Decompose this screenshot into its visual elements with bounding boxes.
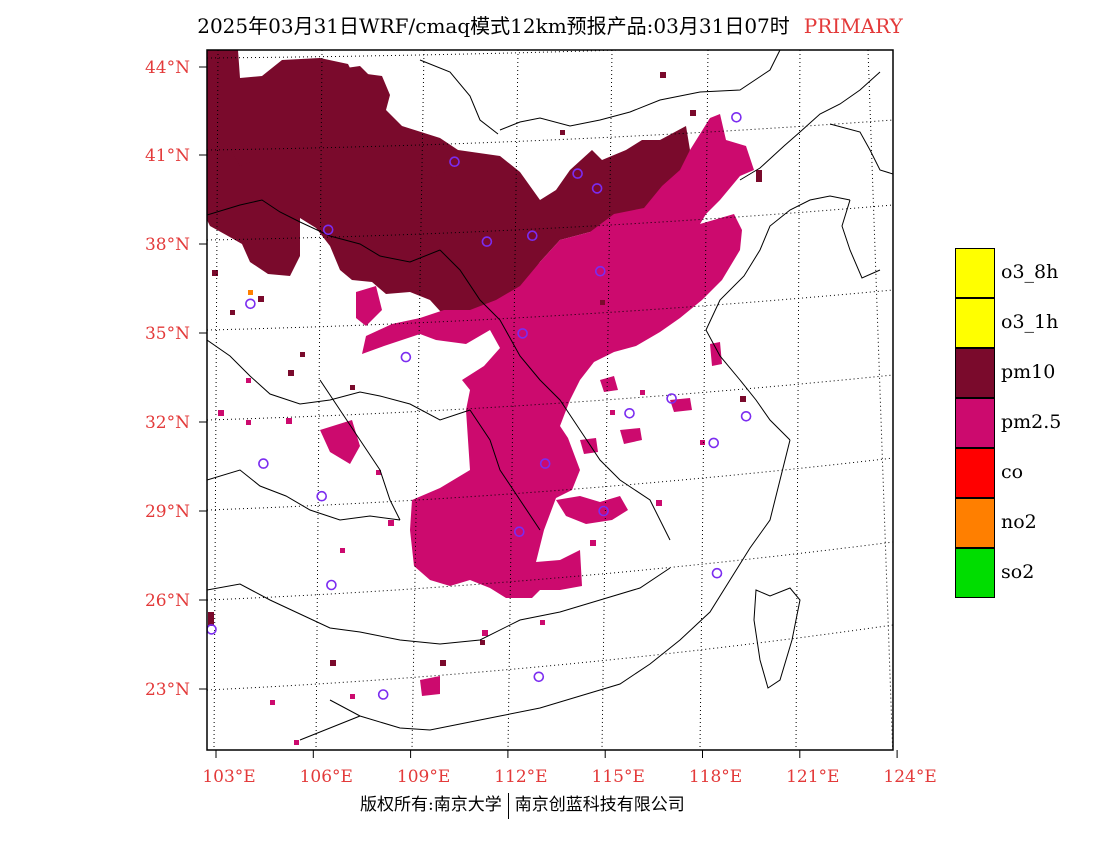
station-markers bbox=[207, 112, 752, 700]
legend-label: pm10 bbox=[1001, 361, 1056, 383]
station-marker bbox=[258, 458, 269, 469]
lat-label: 35°N bbox=[145, 324, 190, 344]
station-marker bbox=[207, 624, 217, 635]
pm25-cells bbox=[218, 290, 705, 745]
station-marker bbox=[708, 437, 720, 449]
station-marker bbox=[591, 183, 603, 194]
station-marker bbox=[322, 224, 334, 236]
legend-label: o3_1h bbox=[1001, 311, 1059, 333]
lon-label: 106°E bbox=[300, 767, 353, 787]
station-marker bbox=[666, 393, 677, 404]
station-marker bbox=[594, 265, 606, 277]
legend-swatch bbox=[955, 348, 995, 398]
station-marker bbox=[326, 579, 337, 591]
station-marker bbox=[481, 236, 493, 247]
legend-label: co bbox=[1001, 461, 1024, 483]
lat-label: 23°N bbox=[145, 680, 190, 700]
station-marker bbox=[539, 458, 551, 469]
station-marker bbox=[400, 351, 412, 363]
latitude-axis: 44°N 41°N 38°N 35°N 32°N 29°N 26°N 23°N bbox=[145, 58, 207, 700]
station-marker bbox=[740, 410, 752, 422]
title-tag: PRIMARY bbox=[803, 14, 903, 38]
graticule bbox=[207, 50, 893, 750]
copyright-text: 版权所有:南京大学 bbox=[360, 795, 502, 815]
station-marker bbox=[513, 526, 525, 538]
page-title: 2025年03月31日WRF/cmaq模式12km预报产品:03月31日07时 P… bbox=[0, 10, 1100, 39]
legend-label: so2 bbox=[1001, 561, 1035, 583]
station-marker bbox=[731, 112, 742, 123]
lon-label: 112°E bbox=[494, 767, 547, 787]
station-marker bbox=[598, 505, 609, 517]
lon-label: 121°E bbox=[786, 767, 839, 787]
station-marker bbox=[377, 689, 389, 700]
legend-swatch bbox=[955, 248, 995, 298]
title-text: 2025年03月31日WRF/cmaq模式12km预报产品:03月31日07时 bbox=[197, 14, 790, 38]
lon-label: 115°E bbox=[592, 767, 645, 787]
legend-swatch bbox=[955, 298, 995, 348]
legend-swatch bbox=[955, 398, 995, 448]
station-marker bbox=[572, 168, 583, 179]
pm10-cells bbox=[208, 72, 762, 666]
lat-label: 38°N bbox=[145, 235, 190, 255]
station-marker bbox=[245, 298, 256, 310]
lat-label: 44°N bbox=[145, 58, 190, 78]
lat-label: 32°N bbox=[145, 413, 190, 433]
lat-label: 26°N bbox=[145, 591, 190, 611]
lon-label: 124°E bbox=[883, 767, 936, 787]
footer-separator bbox=[507, 792, 509, 819]
lat-label: 41°N bbox=[145, 146, 190, 166]
footer: 版权所有:南京大学 南京创蓝科技有限公司 bbox=[360, 790, 685, 819]
legend-swatch bbox=[955, 448, 995, 498]
company-text: 南京创蓝科技有限公司 bbox=[514, 795, 685, 815]
legend-swatch bbox=[955, 548, 995, 598]
boundary-lines bbox=[207, 50, 893, 741]
station-marker bbox=[316, 490, 328, 502]
lon-label: 109°E bbox=[397, 767, 450, 787]
station-marker bbox=[533, 671, 545, 683]
pm25-regions bbox=[320, 114, 754, 696]
lon-label: 103°E bbox=[202, 767, 255, 787]
legend-label: no2 bbox=[1001, 511, 1037, 533]
legend-label: pm2.5 bbox=[1001, 411, 1062, 433]
longitude-axis: 103°E 106°E 109°E 112°E 115°E 118°E 121°E 124°E bbox=[202, 750, 937, 787]
station-marker bbox=[449, 156, 460, 167]
lat-label: 29°N bbox=[145, 502, 190, 522]
legend-swatch bbox=[955, 498, 995, 548]
legend-label: o3_8h bbox=[1001, 261, 1059, 283]
station-marker bbox=[711, 567, 723, 579]
lon-label: 118°E bbox=[689, 767, 742, 787]
station-marker bbox=[517, 328, 528, 339]
station-marker bbox=[526, 230, 538, 241]
station-marker bbox=[624, 407, 635, 419]
